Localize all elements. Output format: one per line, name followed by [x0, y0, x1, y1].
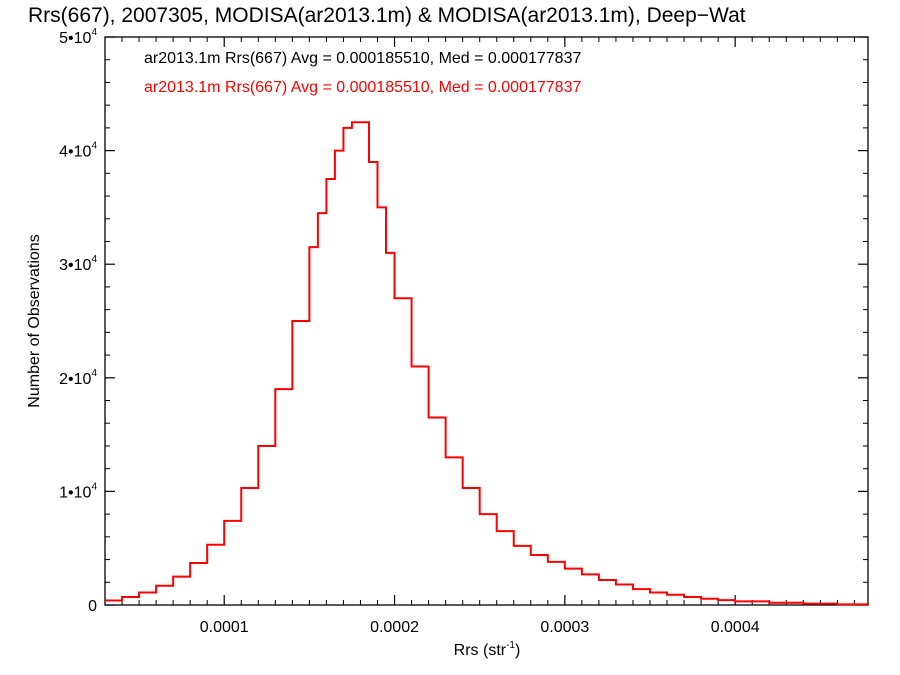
y-tick-label: 0	[88, 598, 97, 615]
plot-frame	[104, 36, 869, 606]
x-tick-label: 0.0004	[711, 619, 760, 636]
y-tick-label-exponent: 4	[91, 27, 97, 38]
y-tick-label-mantissa: 2•10	[59, 371, 91, 388]
y-tick-label-mantissa: 4•10	[59, 144, 91, 161]
annotation-red: ar2013.1m Rrs(667) Avg = 0.000185510, Me…	[144, 79, 581, 96]
y-tick-label: 2•104	[59, 368, 97, 388]
x-tick-label: 0.0003	[540, 619, 589, 636]
y-tick-label: 4•104	[59, 141, 97, 161]
y-tick-label-mantissa: 5•10	[59, 30, 91, 47]
x-tick-label: 0.0001	[200, 619, 249, 636]
y-tick-label: 3•104	[59, 254, 97, 274]
y-tick-label: 1•104	[59, 481, 97, 501]
y-tick-label-exponent: 4	[91, 141, 97, 152]
x-axis-label: Rrs (str-1)	[454, 640, 521, 659]
x-tick-labels: 0.0001 0.0002 0.0003 0.0004	[200, 619, 760, 636]
y-axis-label: Number of Observations	[26, 234, 43, 407]
x-axis-label-sup: -1	[506, 640, 515, 651]
y-tick-label-exponent: 4	[91, 481, 97, 492]
y-tick-label-mantissa: 1•10	[59, 484, 91, 501]
chart-title: Rrs(667), 2007305, MODISA(ar2013.1m) & M…	[28, 4, 746, 27]
axis-ticks	[104, 36, 868, 606]
y-tick-label-mantissa: 0	[88, 598, 97, 615]
annotation-black: ar2013.1m Rrs(667) Avg = 0.000185510, Me…	[144, 50, 581, 67]
y-tick-label-exponent: 4	[91, 254, 97, 265]
x-tick-label: 0.0002	[370, 619, 419, 636]
x-axis-label-close: )	[515, 642, 520, 659]
y-tick-label: 5•104	[59, 27, 97, 47]
x-axis-label-main: Rrs (str	[454, 642, 507, 659]
histogram-series-line	[105, 121, 869, 606]
y-tick-label-exponent: 4	[91, 368, 97, 379]
y-tick-label-mantissa: 3•10	[59, 257, 91, 274]
